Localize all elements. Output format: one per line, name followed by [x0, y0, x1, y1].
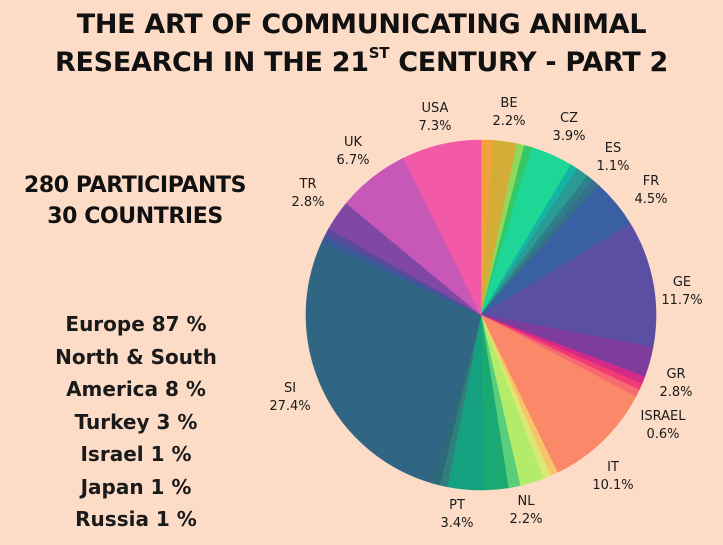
slice-label-si: SI 27.4%	[269, 381, 310, 414]
slice-label-percent: 3.9%	[552, 129, 585, 144]
region-breakdown: Europe 87 % North & South America 8 % Tu…	[36, 308, 236, 536]
title-line-2-suffix: CENTURY - PART 2	[389, 47, 668, 78]
slice-label-name: NL	[518, 494, 536, 509]
slice-label-cz: CZ 3.9%	[552, 111, 585, 144]
slice-label-percent: 11.7%	[661, 293, 702, 308]
slice-label-be: BE 2.2%	[492, 96, 525, 129]
slice-label-name: PT	[449, 498, 465, 513]
slice-label-percent: 6.7%	[336, 153, 369, 168]
slice-label-gr: GR 2.8%	[659, 367, 692, 400]
title-line-2-prefix: RESEARCH IN THE 21	[55, 47, 369, 78]
slice-label-percent: 10.1%	[592, 478, 633, 493]
title-line-1: THE ART OF COMMUNICATING ANIMAL	[76, 9, 647, 40]
pie-slice-si	[305, 241, 482, 484]
pie-labels: BE 2.2% CZ 3.9% ES 1.1% FR 4.5% GE 11.7% GR 2.8% ISR…	[269, 96, 702, 531]
region-line: North & South	[55, 344, 217, 369]
slice-label-nl: NL 2.2%	[509, 494, 542, 527]
pie-slice-usa	[403, 139, 482, 316]
title-line-2: RESEARCH IN THE 21ST CENTURY - PART 2	[0, 44, 723, 82]
slice-label-percent: 0.6%	[646, 427, 679, 442]
slice-label-percent: 1.1%	[596, 159, 629, 174]
participants-count: 280 PARTICIPANTS	[23, 173, 247, 198]
slice-label-name: BE	[500, 96, 517, 111]
region-line: Israel 1 %	[80, 442, 192, 466]
slice-label-name: GE	[673, 275, 691, 290]
slice-label-name: UK	[344, 135, 363, 150]
region-line: Japan 1 %	[80, 474, 192, 499]
slice-label-name: USA	[422, 101, 449, 116]
slice-label-name: CZ	[560, 111, 578, 126]
slice-label-israel: ISRAEL 0.6%	[641, 409, 687, 442]
slice-label-pt: PT 3.4%	[440, 498, 473, 531]
slice-label-name: IT	[607, 460, 619, 475]
participants-summary: 280 PARTICIPANTS 30 COUNTRIES	[0, 170, 270, 232]
slice-label-name: ISRAEL	[641, 409, 687, 424]
slice-label-percent: 27.4%	[269, 399, 310, 414]
slice-label-name: ES	[605, 141, 621, 156]
slice-label-usa: USA 7.3%	[418, 101, 451, 134]
slice-label-fr: FR 4.5%	[634, 174, 667, 207]
slice-label-percent: 2.2%	[492, 114, 525, 129]
region-line: Russia 1 %	[75, 507, 197, 531]
chart-title: THE ART OF COMMUNICATING ANIMAL RESEARCH…	[0, 6, 723, 82]
slice-label-it: IT 10.1%	[592, 460, 633, 493]
region-line: Turkey 3 %	[74, 409, 198, 434]
slice-label-percent: 2.8%	[659, 385, 692, 400]
slice-label-uk: UK 6.7%	[336, 135, 369, 168]
region-line: Europe 87 %	[65, 312, 207, 336]
pie-slice-it	[480, 314, 637, 473]
slice-label-percent: 7.3%	[418, 119, 451, 134]
title-superscript: ST	[368, 44, 390, 62]
slice-label-name: SI	[284, 381, 296, 396]
slice-label-percent: 3.4%	[440, 516, 473, 531]
slice-label-percent: 4.5%	[634, 192, 667, 207]
pie-slice-ge	[480, 223, 657, 348]
slice-label-tr: TR 2.8%	[291, 177, 324, 210]
slice-label-name: FR	[643, 174, 660, 189]
pie-slices	[305, 139, 657, 491]
slice-label-percent: 2.8%	[291, 195, 324, 210]
countries-count: 30 COUNTRIES	[47, 204, 223, 229]
slice-label-name: GR	[666, 367, 685, 382]
slice-label-ge: GE 11.7%	[661, 275, 702, 308]
slice-label-es: ES 1.1%	[596, 141, 629, 174]
region-line: America 8 %	[66, 377, 206, 401]
slice-label-name: TR	[299, 177, 317, 192]
slice-label-percent: 2.2%	[509, 512, 542, 527]
